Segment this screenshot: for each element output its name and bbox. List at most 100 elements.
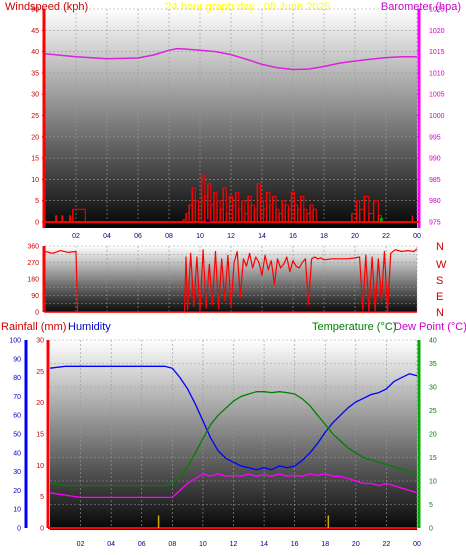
temp-x-tick-label: 14 (260, 541, 268, 548)
rainfall-y-tick-label: 10 (36, 463, 44, 470)
wind-y-tick-label: 25 (31, 113, 39, 120)
windspeed-avg-mark (206, 219, 211, 222)
humidity-y-tick-label: 100 (9, 338, 21, 345)
baro-y-tick-label: 1010 (429, 70, 445, 77)
direction-y-tick-label: 0 (35, 310, 39, 317)
wind-x-tick-label: 08 (165, 233, 173, 240)
wind-x-tick-label: 14 (258, 233, 266, 240)
baro-y-tick-label: 1000 (429, 113, 445, 120)
barometer-axis-label: Barometer (hpa) (381, 1, 461, 13)
rainfall-y-tick-label: 25 (36, 369, 44, 376)
wind-y-tick-label: 35 (31, 70, 39, 77)
temp-y-tick-label: 15 (429, 455, 437, 462)
humidity-y-tick-label: 0 (17, 526, 21, 533)
rainfall-y-tick-label: 5 (40, 494, 44, 501)
chart-title: 24 hour graph day : 08 June 2025 (165, 1, 330, 13)
wind-x-tick-label: 22 (382, 233, 390, 240)
rainfall-y-tick-label: 15 (36, 432, 44, 439)
wind-y-tick-label: 45 (31, 28, 39, 35)
temp-x-tick-label: 08 (168, 541, 176, 548)
humidity-series-line (49, 365, 418, 471)
compass-label: N (436, 241, 444, 253)
temp-x-tick-label: 22 (383, 541, 391, 548)
wind-y-tick-label: 15 (31, 156, 39, 163)
temp-x-tick-label: 06 (138, 541, 146, 548)
series-layer (44, 47, 418, 528)
temp-y-tick-label: 0 (429, 526, 433, 533)
humidity-axis-label: Humidity (68, 321, 111, 333)
humidity-y-tick-label: 70 (13, 394, 21, 401)
temp-x-tick-label: 00 (413, 541, 421, 548)
wind-y-tick-label: 50 (31, 7, 39, 14)
temp-y-tick-label: 5 (429, 502, 433, 509)
wind-x-tick-label: 00 (413, 233, 421, 240)
temp-y-tick-label: 20 (429, 432, 437, 439)
humidity-y-tick-label: 60 (13, 413, 21, 420)
temp-y-tick-label: 30 (429, 385, 437, 392)
rainfall-y-tick-label: 0 (40, 526, 44, 533)
temp-x-tick-label: 16 (291, 541, 299, 548)
wind-y-tick-label: 30 (31, 92, 39, 99)
rainfall-y-tick-label: 20 (36, 400, 44, 407)
temp-x-tick-label: 12 (230, 541, 238, 548)
humidity-y-tick-label: 50 (13, 432, 21, 439)
rainfall-axis-label: Rainfall (mm) (1, 321, 66, 333)
direction-y-tick-label: 180 (27, 277, 39, 284)
wind-y-tick-label: 0 (35, 220, 39, 227)
wind-x-tick-label: 04 (103, 233, 111, 240)
wind-y-tick-label: 10 (31, 177, 39, 184)
humidity-y-tick-label: 90 (13, 356, 21, 363)
humidity-y-tick-label: 20 (13, 488, 21, 495)
dewpoint-series-line (49, 473, 418, 499)
baro-y-tick-label: 1025 (429, 7, 445, 14)
wind-x-tick-label: 20 (351, 233, 359, 240)
compass-label: N (436, 307, 444, 319)
baro-y-tick-label: 995 (429, 134, 441, 141)
wind-y-tick-label: 20 (31, 134, 39, 141)
windspeed-axis-label: Windspeed (kph) (5, 1, 88, 13)
temperature-axis-label: Temperature (°C) (312, 321, 396, 333)
humidity-y-tick-label: 80 (13, 375, 21, 382)
wind-y-tick-label: 5 (35, 198, 39, 205)
baro-y-tick-label: 1005 (429, 92, 445, 99)
direction-y-tick-label: 360 (27, 244, 39, 251)
wind-x-tick-label: 02 (72, 233, 80, 240)
humidity-y-tick-label: 10 (13, 507, 21, 514)
compass-label: E (436, 291, 443, 303)
temp-y-tick-label: 40 (429, 338, 437, 345)
temp-plot-area (50, 340, 417, 530)
baro-y-tick-label: 985 (429, 177, 441, 184)
baro-y-tick-label: 990 (429, 156, 441, 163)
temperature-series-line (49, 391, 418, 487)
baro-y-tick-label: 1015 (429, 49, 445, 56)
temp-y-tick-label: 25 (429, 408, 437, 415)
direction-series-line (44, 248, 418, 313)
temp-x-tick-label: 02 (77, 541, 85, 548)
dewpoint-axis-label: Dew Point (°C) (394, 321, 466, 333)
baro-y-tick-label: 1020 (429, 28, 445, 35)
windspeed-avg-mark (379, 218, 383, 222)
temp-x-tick-label: 04 (107, 541, 115, 548)
direction-y-tick-label: 90 (31, 293, 39, 300)
barometer-series-line (44, 47, 417, 71)
baro-y-tick-label: 980 (429, 198, 441, 205)
compass-label: W (436, 259, 447, 271)
wind-x-tick-label: 12 (227, 233, 235, 240)
wind-x-tick-label: 18 (320, 233, 328, 240)
temp-x-tick-label: 10 (199, 541, 207, 548)
wind-x-tick-label: 06 (134, 233, 142, 240)
wind-y-tick-label: 40 (31, 49, 39, 56)
humidity-y-tick-label: 40 (13, 450, 21, 457)
wind-x-tick-label: 16 (289, 233, 297, 240)
humidity-y-tick-label: 30 (13, 469, 21, 476)
temp-x-tick-label: 20 (352, 541, 360, 548)
rainfall-y-tick-label: 30 (36, 338, 44, 345)
temp-x-tick-label: 18 (321, 541, 329, 548)
temp-y-tick-label: 35 (429, 361, 437, 368)
compass-label: S (436, 275, 443, 287)
direction-y-tick-label: 270 (27, 260, 39, 267)
wind-x-tick-label: 10 (196, 233, 204, 240)
temp-y-tick-label: 10 (429, 479, 437, 486)
